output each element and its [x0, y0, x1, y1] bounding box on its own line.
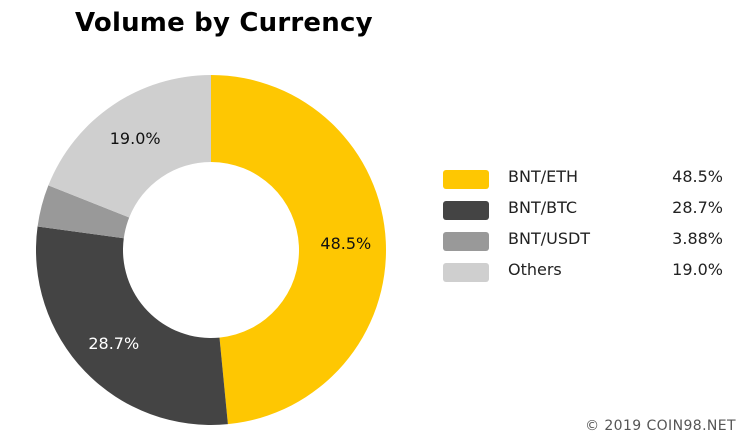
legend-value: 48.5% — [672, 167, 723, 186]
legend-label: BNT/USDT — [508, 229, 591, 248]
legend-swatch — [443, 232, 489, 251]
slice-bnt-usdt — [37, 185, 130, 239]
watermark: © 2019 COIN98.NET — [585, 418, 736, 434]
legend-swatch — [443, 201, 489, 220]
legend-value: 3.88% — [672, 229, 723, 248]
legend-swatch — [443, 263, 489, 282]
legend-item-others: Others 19.0% — [443, 259, 743, 290]
slice-label-bnt-btc: 28.7% — [88, 334, 139, 353]
legend-value: 28.7% — [672, 198, 723, 217]
legend-label: BNT/BTC — [508, 198, 578, 217]
slice-bnt-btc — [35, 226, 228, 425]
slice-others — [48, 75, 212, 218]
legend-item-bnt-usdt: BNT/USDT 3.88% — [443, 228, 743, 259]
legend-label: Others — [508, 260, 562, 279]
legend-item-bnt-btc: BNT/BTC 28.7% — [443, 197, 743, 228]
slice-label-others: 19.0% — [110, 129, 161, 148]
slice-label-bnt-eth: 48.5% — [320, 234, 371, 253]
legend-item-bnt-eth: BNT/ETH 48.5% — [443, 166, 743, 197]
slice-bnt-eth — [211, 75, 386, 425]
legend-swatch — [443, 170, 489, 189]
legend-value: 19.0% — [672, 260, 723, 279]
legend: BNT/ETH 48.5% BNT/BTC 28.7% BNT/USDT 3.88% Oth… — [443, 166, 743, 290]
legend-label: BNT/ETH — [508, 167, 579, 186]
chart-title: Volume by Currency — [75, 8, 373, 38]
